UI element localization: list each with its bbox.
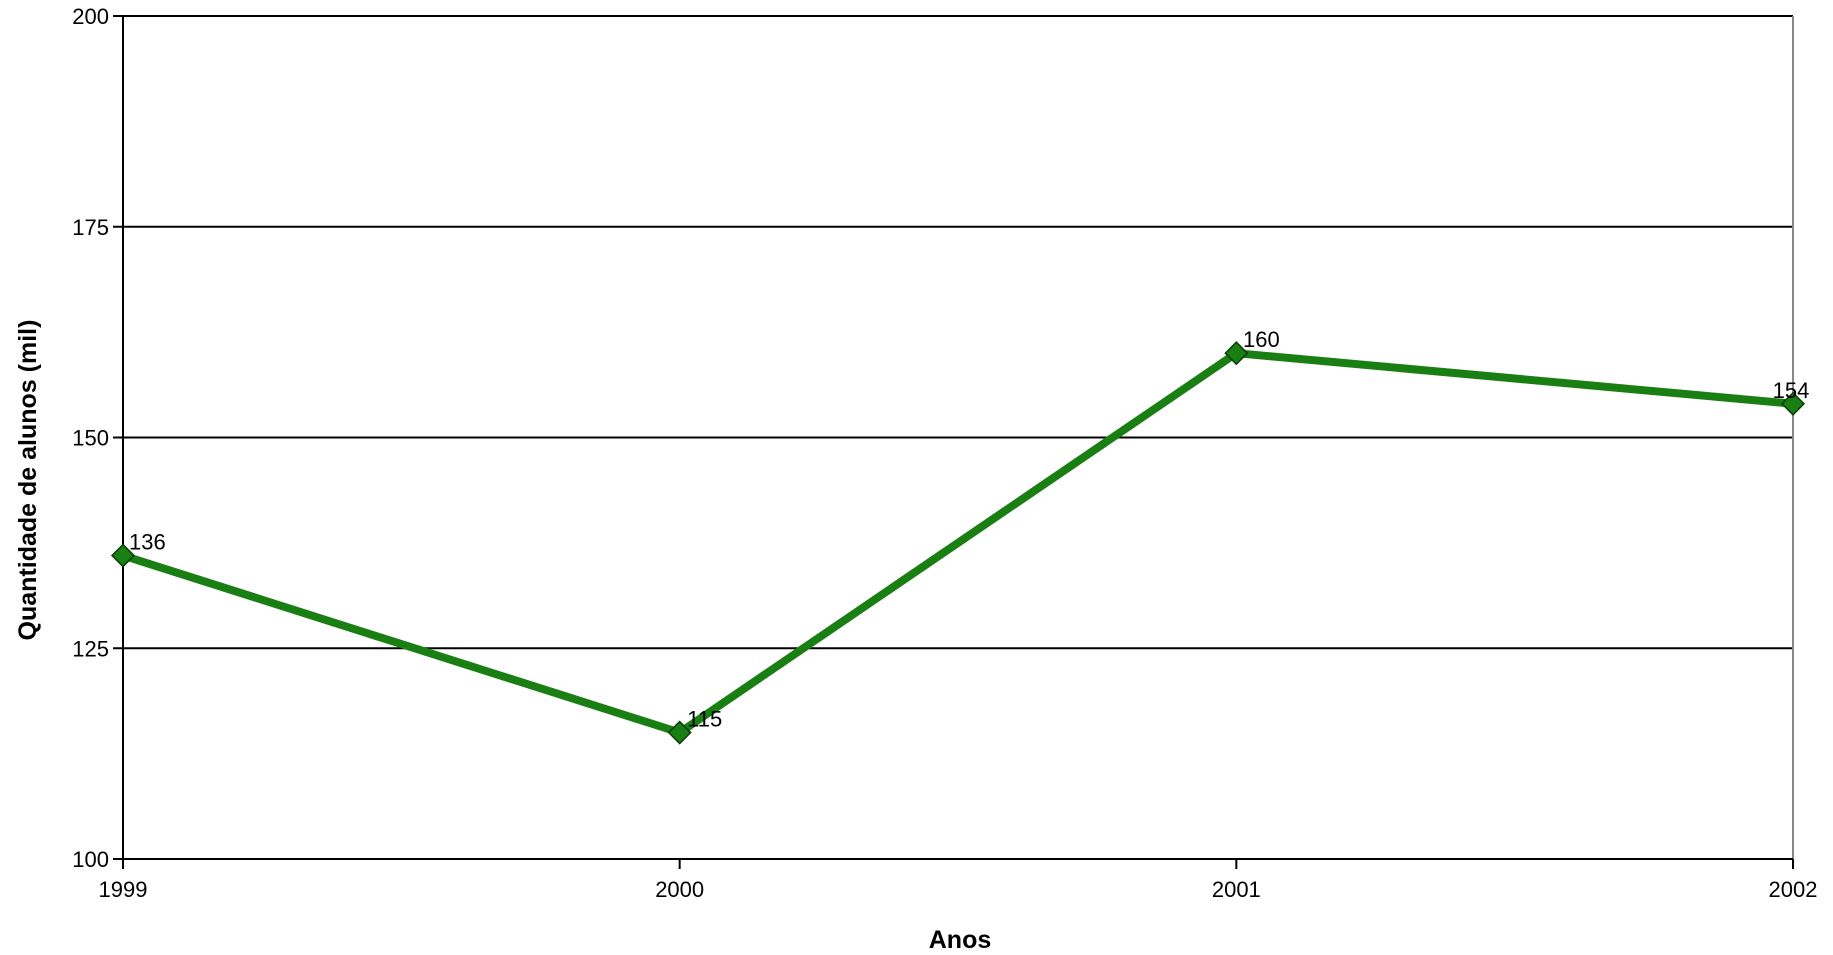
data-label: 160 [1243,327,1280,352]
x-axis-title: Anos [929,926,992,950]
series-polyline [119,349,1797,737]
data-point-marker [1780,391,1806,416]
x-tick-label: 1999 [99,877,148,902]
data-label: 115 [687,707,722,732]
data-markers [110,341,1806,745]
y-tick-label: 125 [72,636,109,661]
axes [113,15,1794,869]
y-axis-title: Quantidade de alunos (mil) [14,320,42,641]
data-point-marker [1224,341,1249,366]
data-label: 136 [129,530,166,555]
data-label: 154 [1773,378,1810,403]
y-tick-label: 150 [72,426,109,451]
gridlines [123,15,1793,650]
y-tick-label: 175 [72,215,109,240]
x-tick-label: 2000 [655,877,704,902]
tick-labels: 100 125 150 175 200 1999 2000 2001 2002 [72,4,1817,902]
x-tick-label: 2001 [1212,877,1261,902]
data-point-marker [110,543,136,568]
x-tick-label: 2002 [1769,877,1818,902]
y-tick-label: 100 [72,847,109,872]
series-line [119,349,1797,737]
data-labels: 136 115 160 154 [129,327,1809,731]
y-tick-label: 200 [72,4,109,29]
data-point-marker [667,720,692,745]
